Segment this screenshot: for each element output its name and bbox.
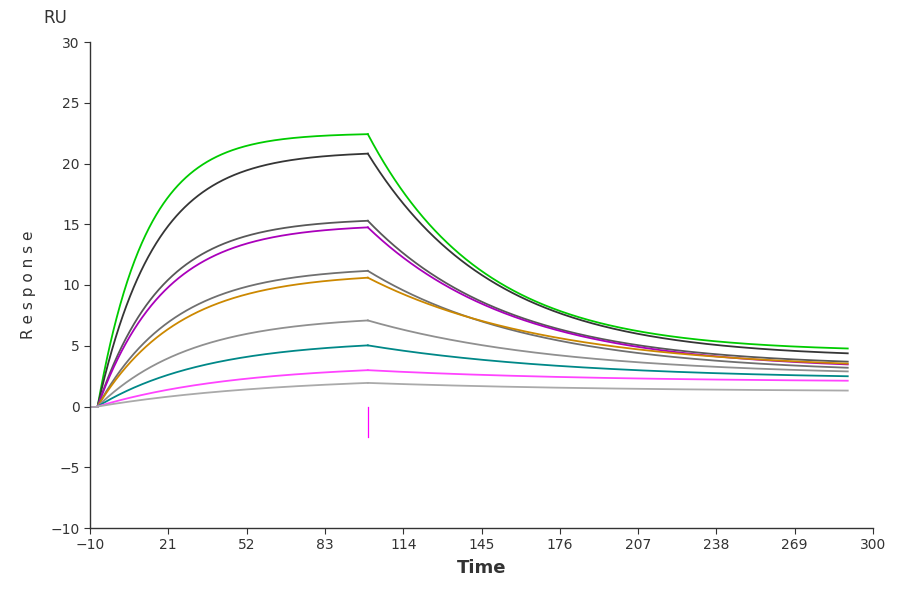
- Y-axis label: R e s p o n s e: R e s p o n s e: [22, 231, 36, 339]
- X-axis label: Time: Time: [456, 559, 506, 577]
- Text: RU: RU: [43, 10, 67, 28]
